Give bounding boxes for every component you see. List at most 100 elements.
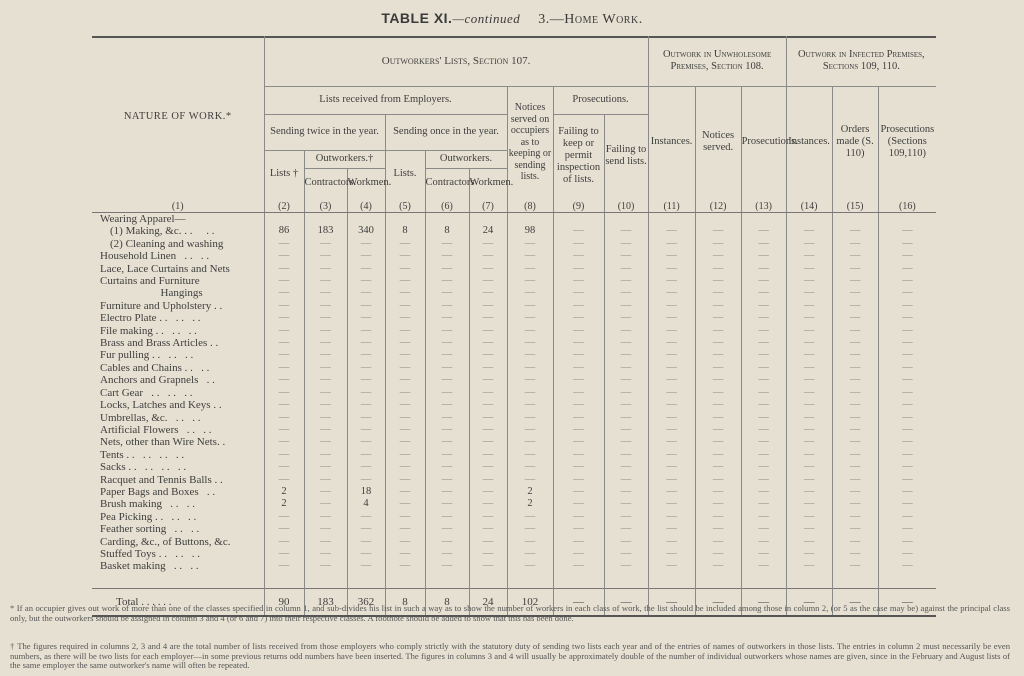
table-row: Brush making . . . . 2—4— — —2— — — — — — — — — [92, 498, 937, 511]
table-cell: — — [647, 312, 696, 325]
table-cell: — — [552, 237, 604, 251]
table-cell: — — [785, 436, 833, 449]
table-cell: — — [552, 461, 604, 474]
table-cell: — — [647, 485, 696, 499]
table-cell: — — [303, 473, 347, 486]
table-cell: — — [552, 324, 604, 338]
column-number: (13) — [740, 198, 787, 213]
table-cell: — — [740, 436, 787, 449]
table-cell: — — [647, 337, 696, 350]
table-cell: — — [303, 361, 347, 375]
table-cell: — — [877, 275, 937, 288]
home-work-table: NATURE OF WORK.* Outworkers' Lists, Sect… — [92, 36, 937, 618]
column-number: (10) — [603, 198, 649, 213]
table-cell: — — [468, 312, 507, 325]
table-cell: — — [468, 399, 507, 412]
table-cell: — — [552, 485, 604, 499]
table-cell: — — [877, 547, 937, 561]
table-cell: — — [424, 386, 469, 400]
table-cell: — — [424, 485, 469, 499]
table-cell: — — [603, 349, 649, 362]
table-cell: — — [694, 399, 742, 412]
total-cell: 90 — [263, 588, 304, 618]
row-label: Lace, Lace Curtains and Nets — [100, 262, 230, 275]
workmen-4-header: Workmen. — [346, 167, 391, 198]
table-row: Hangings — — — — — — — — — — — — — — — — [92, 287, 937, 300]
table-cell: — — [424, 374, 469, 387]
table-cell: — — [694, 523, 742, 536]
table-row: Wearing Apparel— — [92, 212, 937, 226]
table-cell: — — [506, 324, 553, 338]
table-cell: — — [506, 448, 553, 462]
table-row: Lace, Lace Curtains and Nets — — — — — — — — — — — —… — [92, 262, 937, 276]
column-number: (6) — [424, 198, 469, 213]
table-cell: 8 — [384, 225, 425, 238]
table-cell: — — [506, 510, 553, 524]
table-cell: — — [384, 361, 425, 375]
table-cell: — — [468, 448, 507, 462]
table-cell: — — [424, 560, 469, 573]
footnote-star: * If an occupier gives out work of more … — [10, 603, 1010, 623]
table-cell: — — [468, 461, 507, 474]
table-cell — [468, 572, 507, 589]
table-cell: — — [785, 299, 833, 313]
table-cell: — — [647, 324, 696, 338]
table-cell: — — [424, 436, 469, 449]
table-cell: 340 — [346, 225, 385, 238]
table-cell: — — [647, 448, 696, 462]
table-cell: — — [263, 523, 304, 536]
table-cell: — — [831, 485, 879, 499]
column-number: (12) — [694, 198, 742, 213]
table-cell — [603, 212, 649, 226]
table-cell: — — [740, 498, 787, 511]
table-cell: — — [603, 262, 649, 276]
table-cell: — — [346, 448, 385, 462]
table-cell — [740, 572, 787, 589]
table-cell: — — [740, 423, 787, 437]
row-label: (2) Cleaning and washing — [110, 237, 224, 250]
table-row: Pea Picking . . . . . . — — — — — — — — — — — — — — — — [92, 510, 937, 524]
table-cell: — — [424, 461, 469, 474]
sending-twice-header: Sending twice in the year. — [263, 113, 385, 150]
total-cell: — — [785, 588, 833, 618]
table-cell: — — [263, 287, 304, 300]
row-label: Paper Bags and Boxes . . — [100, 485, 216, 498]
table-cell: — — [694, 547, 742, 561]
table-cell — [694, 212, 742, 226]
table-cell: — — [877, 287, 937, 300]
table-cell: 2 — [263, 498, 304, 511]
row-label: Hangings — [100, 287, 203, 300]
table-cell: — — [785, 485, 833, 499]
table-cell: — — [603, 287, 649, 300]
table-cell: — — [740, 535, 787, 548]
table-cell: — — [647, 523, 696, 536]
table-cell: — — [740, 299, 787, 313]
table-cell — [877, 572, 937, 589]
table-cell: — — [468, 250, 507, 263]
table-cell: — — [877, 225, 937, 238]
table-cell: — — [694, 560, 742, 573]
table-cell: — — [740, 275, 787, 288]
table-cell — [424, 212, 469, 226]
table-cell: — — [877, 361, 937, 375]
table-cell: — — [831, 498, 879, 511]
table-cell: — — [384, 312, 425, 325]
table-cell: — — [831, 374, 879, 387]
total-cell: 362 — [346, 588, 385, 618]
table-cell: — — [506, 473, 553, 486]
table-cell: — — [603, 411, 649, 424]
column-number: (9) — [552, 198, 604, 213]
row-label: Feather sorting . . . . — [100, 523, 200, 536]
table-cell: — — [785, 374, 833, 387]
table-cell: — — [303, 547, 347, 561]
table-cell: — — [552, 275, 604, 288]
table-cell: — — [831, 337, 879, 350]
table-cell: — — [603, 299, 649, 313]
table-cell: — — [694, 225, 742, 238]
table-cell: — — [831, 423, 879, 437]
table-cell: — — [468, 547, 507, 561]
table-cell: — — [740, 237, 787, 251]
row-label — [92, 573, 264, 589]
table-cell: — — [346, 535, 385, 548]
column-number: (5) — [384, 198, 425, 213]
